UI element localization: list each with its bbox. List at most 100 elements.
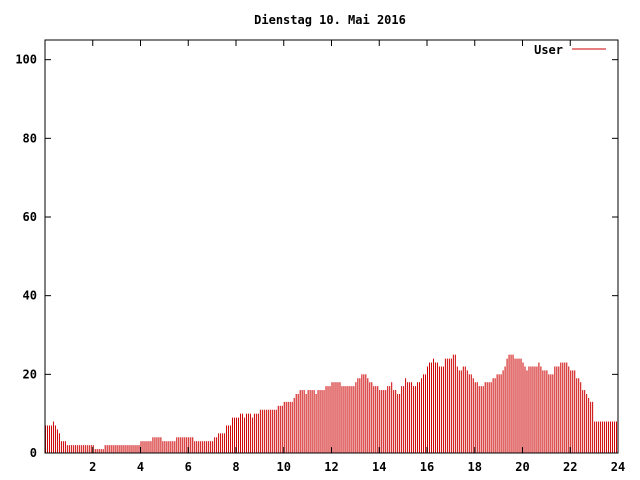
bar (616, 421, 618, 453)
bar (349, 386, 351, 453)
bar (417, 382, 419, 453)
bar (347, 386, 349, 453)
bar (562, 362, 564, 453)
x-tick-label: 20 (515, 460, 529, 474)
bar (421, 378, 423, 453)
bar (204, 441, 206, 453)
bar (249, 413, 251, 453)
bar (307, 390, 309, 453)
bar (490, 382, 492, 453)
bar (582, 390, 584, 453)
bar (385, 390, 387, 453)
bar (289, 401, 291, 453)
bar (544, 370, 546, 453)
bar (482, 386, 484, 453)
bar (598, 421, 600, 453)
bar (574, 370, 576, 453)
bar (180, 437, 182, 453)
bar (546, 370, 548, 453)
bar (614, 421, 616, 453)
bar (325, 386, 327, 453)
bar (194, 441, 196, 453)
bar (532, 366, 534, 453)
bar (367, 378, 369, 453)
bar (54, 425, 56, 453)
bar (510, 354, 512, 453)
bar (548, 374, 550, 453)
bar (514, 358, 516, 453)
bar (226, 425, 228, 453)
bar (405, 378, 407, 453)
bar (536, 366, 538, 453)
bar (271, 409, 273, 453)
bar (428, 362, 430, 453)
bar (391, 382, 393, 453)
bar (72, 445, 74, 453)
bar (108, 445, 110, 453)
bar (572, 370, 574, 453)
bar (132, 445, 134, 453)
bar (339, 382, 341, 453)
bar (253, 413, 255, 453)
bar (584, 390, 586, 453)
bar (464, 366, 466, 453)
bar (444, 358, 446, 453)
bar (462, 366, 464, 453)
bar (383, 390, 385, 453)
bar (329, 386, 331, 453)
bar (156, 437, 158, 453)
bar (192, 437, 194, 453)
bar (158, 437, 160, 453)
bar (600, 421, 602, 453)
bar (136, 445, 138, 453)
bar (399, 394, 401, 453)
chart-title: Dienstag 10. Mai 2016 (254, 13, 406, 27)
bar (355, 382, 357, 453)
bar (458, 370, 460, 453)
bar (413, 386, 415, 453)
bar (301, 390, 303, 453)
bar (297, 394, 299, 453)
bar (478, 386, 480, 453)
bar (60, 441, 62, 453)
bar (488, 382, 490, 453)
bar (476, 382, 478, 453)
bar (353, 386, 355, 453)
bar (423, 374, 425, 453)
bar (128, 445, 130, 453)
bar (610, 421, 612, 453)
bar (186, 437, 188, 453)
bar (52, 421, 54, 453)
bar (580, 382, 582, 453)
bar (317, 390, 319, 453)
y-tick-label: 80 (23, 131, 37, 145)
bar (520, 358, 522, 453)
bar (273, 409, 275, 453)
bar (608, 421, 610, 453)
bar (102, 449, 104, 453)
bar (241, 413, 243, 453)
bar (86, 445, 88, 453)
bar (234, 417, 236, 453)
bar (452, 354, 454, 453)
bar (496, 374, 498, 453)
bar (594, 421, 596, 453)
bar (130, 445, 132, 453)
bar (88, 445, 90, 453)
x-tick-label: 16 (420, 460, 434, 474)
bar (612, 421, 614, 453)
bar (218, 433, 220, 453)
bar (261, 409, 263, 453)
bar (526, 370, 528, 453)
bar (415, 386, 417, 453)
bar (606, 421, 608, 453)
bar (552, 374, 554, 453)
bar (190, 437, 192, 453)
bar (200, 441, 202, 453)
bar (440, 366, 442, 453)
bar (299, 390, 301, 453)
bar (160, 437, 162, 453)
y-tick-label: 0 (30, 446, 37, 460)
bar (576, 378, 578, 453)
